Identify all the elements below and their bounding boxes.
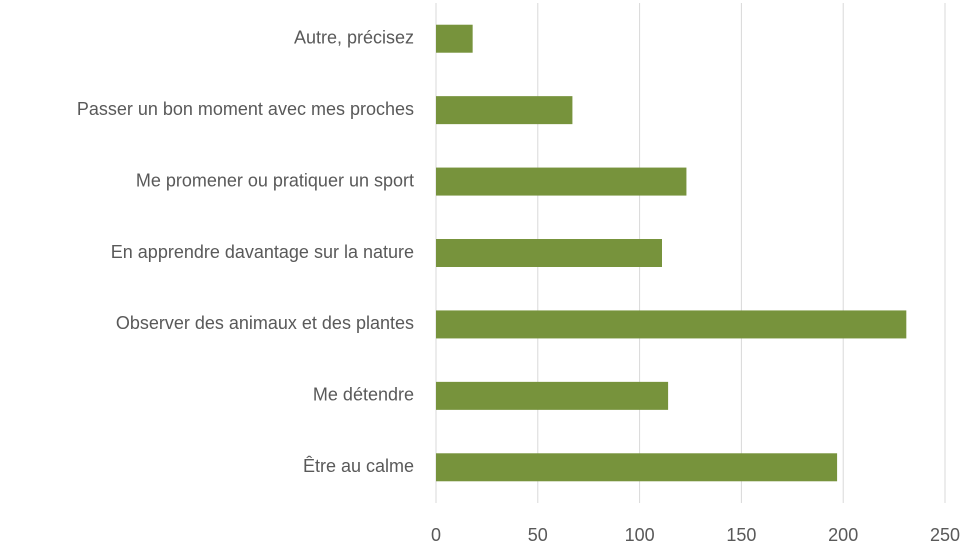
bar — [436, 24, 473, 53]
y-tick-label: Être au calme — [303, 456, 414, 476]
x-tick-label: 0 — [431, 525, 441, 545]
y-tick-label: En apprendre davantage sur la nature — [111, 242, 414, 262]
x-tick-label: 100 — [625, 525, 655, 545]
bar — [436, 239, 662, 267]
bar — [436, 167, 687, 196]
x-tick-label: 50 — [528, 525, 548, 545]
x-tick-label: 200 — [828, 525, 858, 545]
bar — [436, 310, 907, 339]
y-tick-label: Me promener ou pratiquer un sport — [136, 170, 414, 190]
bar — [436, 381, 669, 410]
bar — [436, 96, 573, 125]
x-tick-label: 150 — [726, 525, 756, 545]
x-tick-label: 250 — [930, 525, 960, 545]
y-tick-label: Autre, précisez — [294, 27, 414, 47]
bar — [436, 453, 838, 482]
y-tick-label: Observer des animaux et des plantes — [116, 313, 414, 333]
y-tick-label: Passer un bon moment avec mes proches — [77, 99, 414, 119]
y-tick-label: Me détendre — [313, 385, 414, 405]
